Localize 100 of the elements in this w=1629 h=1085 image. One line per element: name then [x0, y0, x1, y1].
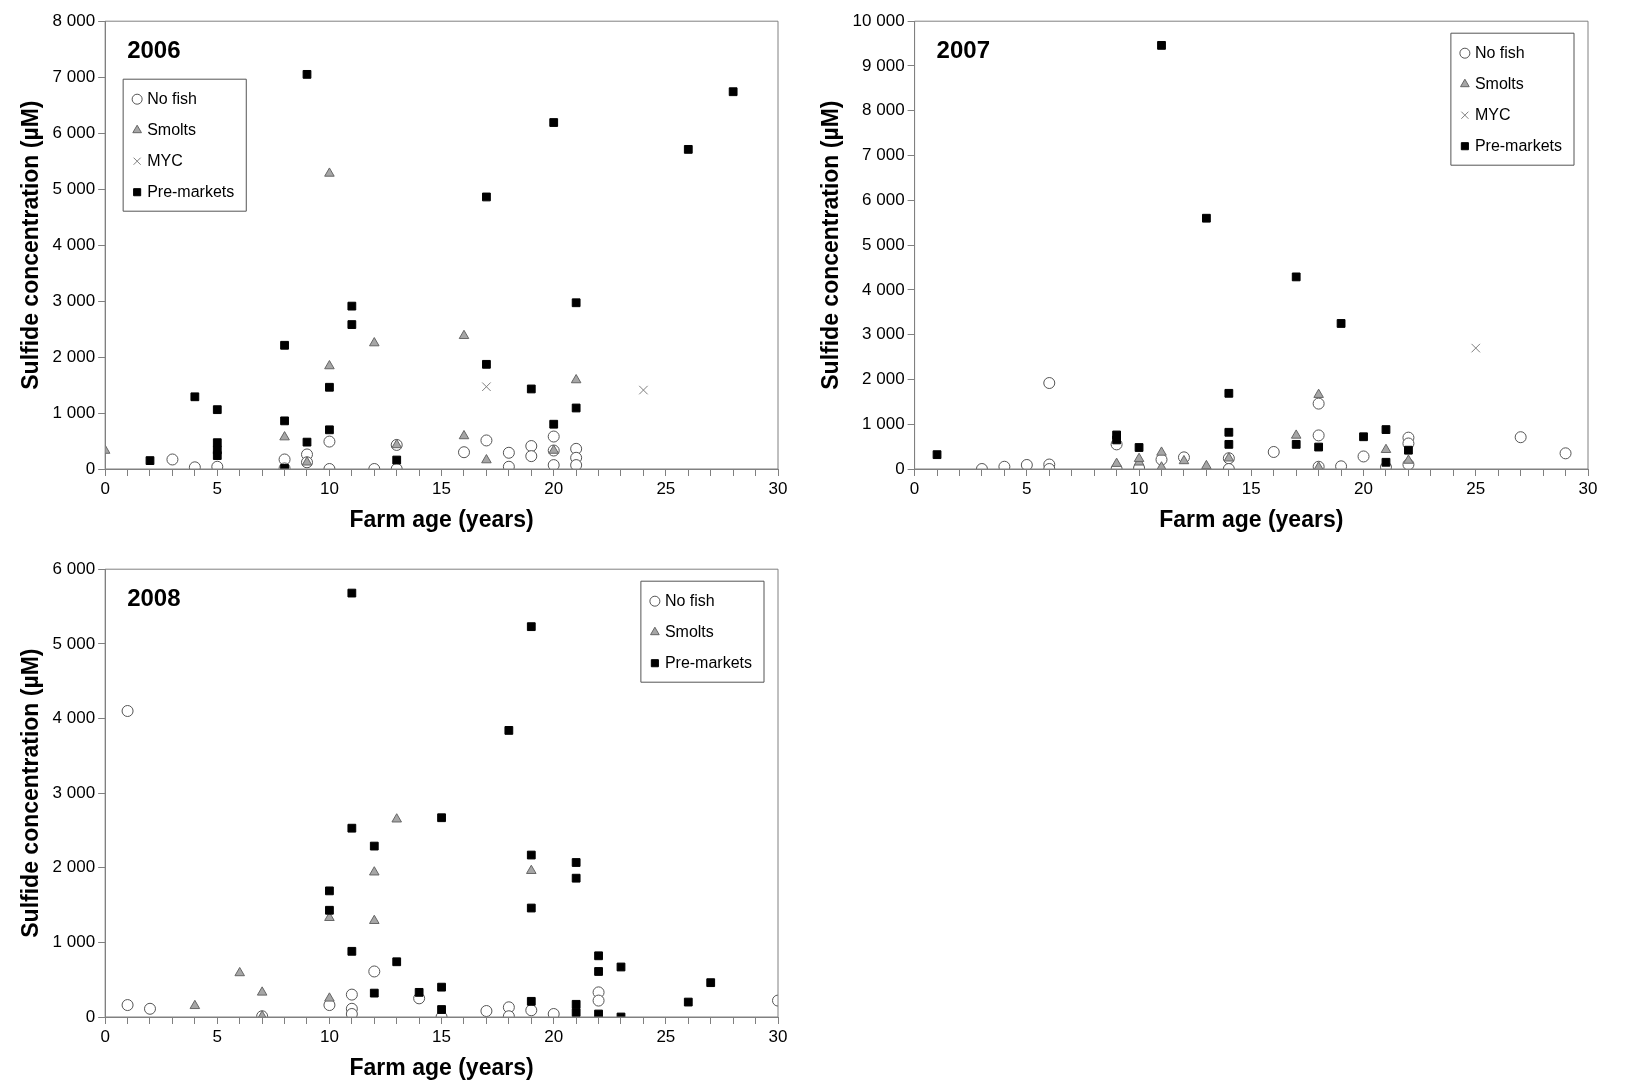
point — [324, 167, 335, 177]
y-tick-label: 2 000 — [52, 346, 96, 366]
point — [549, 419, 559, 429]
x-tick-label: 0 — [100, 478, 110, 498]
point — [638, 385, 649, 395]
x-tick-label: 30 — [768, 1026, 788, 1046]
point — [525, 450, 538, 463]
legend-label: Smolts — [147, 120, 197, 138]
x-tick-label: 20 — [544, 478, 564, 498]
point — [571, 1008, 581, 1017]
point — [458, 446, 470, 459]
point — [571, 858, 581, 867]
point — [347, 946, 357, 956]
legend-label: MYC — [1474, 105, 1511, 123]
y-tick-label: 7 000 — [862, 145, 905, 165]
point — [728, 87, 738, 97]
point — [212, 451, 222, 460]
point — [571, 298, 581, 308]
y-tick-label: 0 — [85, 458, 96, 478]
point — [594, 1009, 603, 1017]
legend-label: No fish — [1474, 43, 1525, 61]
point — [526, 864, 537, 874]
point — [324, 360, 335, 370]
point — [526, 622, 536, 632]
y-tick-label: 7 000 — [52, 66, 96, 86]
y-tick-label: 0 — [85, 1006, 96, 1026]
point — [437, 982, 446, 992]
point — [280, 340, 289, 350]
point — [594, 951, 603, 961]
legend-label: No fish — [664, 591, 715, 609]
point — [1290, 429, 1302, 439]
point — [121, 705, 134, 717]
point — [1313, 388, 1324, 398]
point — [302, 69, 312, 79]
point — [1224, 388, 1234, 398]
point — [480, 1005, 493, 1017]
point — [482, 359, 491, 369]
y-tick-label: 2 000 — [52, 857, 96, 877]
point — [1312, 397, 1325, 410]
point — [1381, 425, 1391, 434]
point — [325, 905, 334, 915]
legend-label: Pre-markets — [1474, 136, 1562, 154]
y-tick-label: 4 000 — [52, 708, 96, 728]
point — [414, 987, 424, 997]
x-tick-label: 20 — [544, 1026, 564, 1046]
point — [392, 455, 402, 465]
point — [570, 459, 583, 469]
point — [369, 866, 380, 876]
point — [144, 1002, 156, 1015]
point — [1156, 446, 1167, 456]
point — [549, 118, 559, 127]
point — [547, 430, 560, 443]
y-tick-label: 2 000 — [862, 369, 905, 389]
y-tick-label: 5 000 — [52, 178, 96, 198]
point — [1043, 377, 1056, 390]
point — [1404, 445, 1413, 455]
point — [526, 850, 536, 860]
x-tick-label: 10 — [1129, 478, 1149, 498]
point — [1559, 447, 1572, 460]
point — [480, 434, 493, 447]
point — [526, 903, 536, 913]
y-tick-label: 8 000 — [52, 10, 96, 30]
x-tick-label: 10 — [319, 478, 339, 498]
point — [1312, 429, 1325, 442]
point — [481, 381, 492, 392]
y-axis-title: Sulfide concentration (µM) — [17, 100, 44, 390]
point — [190, 392, 200, 402]
point — [369, 914, 380, 924]
y-axis-title: Sulfide concentration (µM) — [17, 648, 44, 938]
point — [280, 416, 289, 426]
point — [525, 440, 538, 453]
y-tick-label: 5 000 — [862, 234, 905, 254]
point — [526, 996, 536, 1006]
point — [504, 726, 514, 735]
y-tick-label: 4 000 — [52, 234, 96, 254]
y-tick-label: 3 000 — [52, 782, 96, 802]
point — [683, 997, 693, 1007]
x-tick-label: 25 — [656, 1026, 676, 1046]
point — [1224, 427, 1234, 437]
point — [1381, 457, 1391, 467]
point — [571, 873, 581, 883]
x-tick-label: 0 — [100, 1026, 110, 1046]
point — [458, 429, 470, 440]
point — [525, 1004, 538, 1017]
text: 2008 — [127, 583, 181, 611]
point — [1471, 343, 1481, 353]
point — [1403, 454, 1414, 464]
point — [121, 999, 134, 1012]
point — [1267, 445, 1280, 458]
x-axis-title: Farm age (years) — [349, 505, 534, 532]
text: 2007 — [936, 35, 990, 63]
point — [1336, 319, 1346, 328]
point — [302, 437, 312, 447]
point — [482, 192, 491, 202]
point — [347, 588, 357, 598]
point — [256, 986, 268, 996]
point — [234, 966, 245, 977]
point — [1157, 40, 1166, 50]
x-tick-label: 15 — [432, 1026, 452, 1046]
point — [166, 453, 179, 466]
